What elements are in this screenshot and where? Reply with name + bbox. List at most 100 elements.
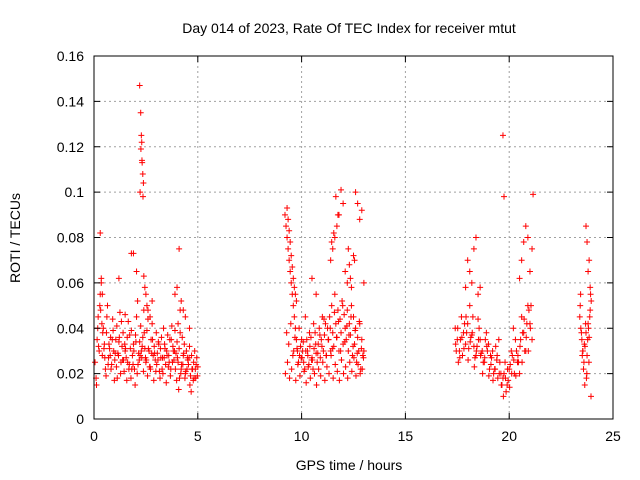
data-point <box>164 332 171 339</box>
data-point <box>171 327 178 334</box>
data-point <box>337 347 344 354</box>
y-tick-label: 0.02 <box>57 366 84 382</box>
data-point <box>148 350 155 357</box>
y-tick-label: 0.1 <box>65 184 85 200</box>
data-point <box>500 393 507 400</box>
data-point <box>339 298 346 305</box>
data-point <box>308 275 315 282</box>
data-point <box>102 366 109 373</box>
data-point <box>187 372 194 379</box>
data-point <box>314 350 321 357</box>
data-point <box>485 372 492 379</box>
grid <box>94 56 613 419</box>
data-point <box>178 298 185 305</box>
data-point <box>332 193 339 200</box>
data-point <box>107 352 114 359</box>
data-point <box>144 307 151 314</box>
data-point <box>342 268 349 275</box>
data-point <box>581 381 588 388</box>
data-point <box>285 245 292 252</box>
data-point <box>321 316 328 323</box>
data-point <box>331 291 338 298</box>
data-point <box>159 366 166 373</box>
data-point <box>182 313 189 320</box>
data-point <box>281 211 288 218</box>
data-point <box>288 366 295 373</box>
x-axis: 0 5 10 15 20 25 <box>90 56 621 444</box>
data-point <box>317 354 324 361</box>
data-point <box>186 381 193 388</box>
data-point <box>352 327 359 334</box>
data-point <box>328 239 335 246</box>
data-point <box>352 372 359 379</box>
data-point <box>518 257 525 264</box>
data-point <box>465 357 472 364</box>
data-point <box>121 368 128 375</box>
data-point <box>345 245 352 252</box>
data-point <box>99 329 106 336</box>
data-point <box>477 352 484 359</box>
data-point <box>95 313 102 320</box>
data-point <box>475 336 482 343</box>
data-point <box>142 354 149 361</box>
data-point <box>455 359 462 366</box>
data-point <box>338 186 345 193</box>
data-point <box>159 370 166 377</box>
data-point <box>140 180 147 187</box>
data-point <box>157 375 164 382</box>
data-point <box>118 318 125 325</box>
x-tick-label: 25 <box>605 428 621 444</box>
data-point <box>529 245 536 252</box>
data-point <box>323 363 330 370</box>
data-point <box>294 345 301 352</box>
data-point <box>586 257 593 264</box>
data-point <box>344 375 351 382</box>
data-point <box>158 334 165 341</box>
data-point <box>358 207 365 214</box>
data-point <box>578 336 585 343</box>
data-point <box>516 370 523 377</box>
data-point <box>287 268 294 275</box>
data-point <box>576 313 583 320</box>
data-point <box>161 345 168 352</box>
data-point <box>460 345 467 352</box>
data-point <box>327 257 334 264</box>
data-point <box>316 325 323 332</box>
data-point <box>464 257 471 264</box>
data-point <box>312 329 319 336</box>
data-point <box>335 318 342 325</box>
data-point <box>293 298 300 305</box>
data-point <box>504 366 511 373</box>
data-point <box>338 357 345 364</box>
data-point <box>282 370 289 377</box>
data-point <box>286 257 293 264</box>
data-point <box>103 372 110 379</box>
data-point <box>466 268 473 275</box>
data-point <box>132 381 139 388</box>
data-point <box>524 234 531 241</box>
data-point <box>100 325 107 332</box>
data-point <box>346 261 353 268</box>
data-point <box>130 361 137 368</box>
data-point <box>284 359 291 366</box>
data-point <box>99 291 106 298</box>
data-point <box>520 239 527 246</box>
data-point <box>97 307 104 314</box>
data-point <box>132 332 139 339</box>
data-point <box>316 332 323 339</box>
data-point <box>119 357 126 364</box>
data-point <box>286 227 293 234</box>
data-point <box>105 341 112 348</box>
data-point <box>321 377 328 384</box>
data-point <box>94 336 101 343</box>
data-point <box>306 343 313 350</box>
data-point <box>153 329 160 336</box>
data-point <box>177 307 184 314</box>
data-point <box>314 359 321 366</box>
data-point <box>498 381 505 388</box>
data-point <box>103 313 110 320</box>
data-point <box>469 329 476 336</box>
data-point <box>489 347 496 354</box>
data-point <box>336 377 343 384</box>
